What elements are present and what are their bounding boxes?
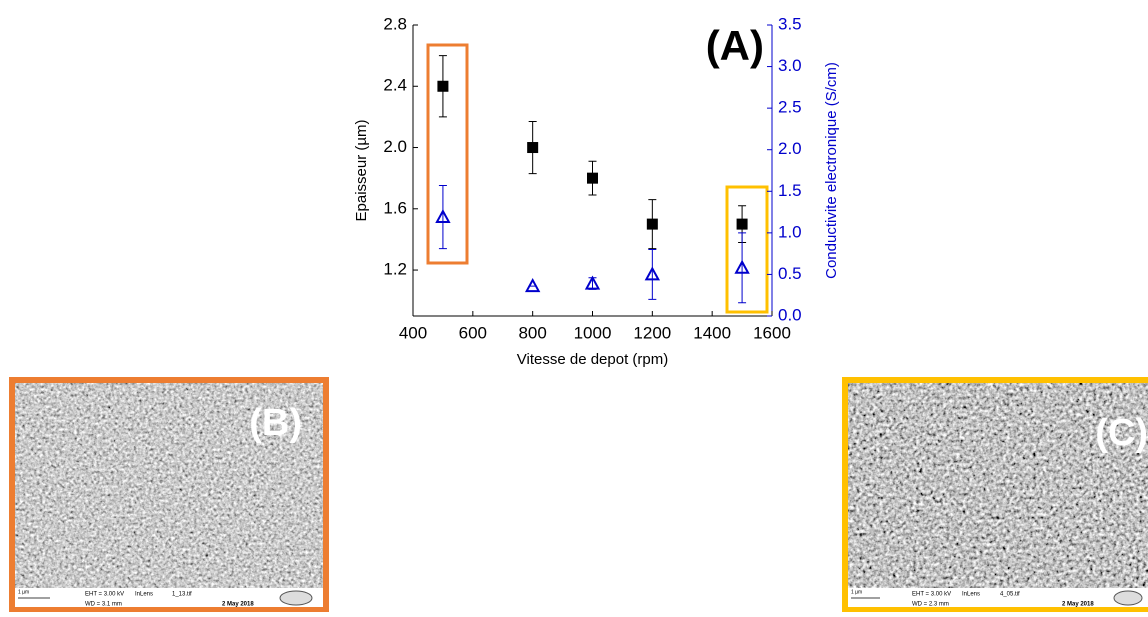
- marker: [587, 172, 598, 184]
- sem-info: 4_05.tif: [1000, 592, 1020, 598]
- x-axis-label: Vitesse de depot (rpm): [517, 351, 668, 368]
- y2-tick-label: 2.5: [778, 98, 802, 117]
- highlight-box: [725, 185, 769, 314]
- x-tick-label: 1600: [753, 323, 791, 342]
- logo: [1113, 590, 1143, 606]
- y-axis-label: Epaisseur (µm): [353, 119, 370, 221]
- y-tick-label: 2.4: [383, 76, 407, 95]
- panel-border: [842, 377, 1148, 613]
- marker: [435, 208, 451, 224]
- sem-info: InLens: [962, 592, 980, 598]
- marker: [524, 277, 541, 293]
- y2-tick-label: 1.5: [778, 181, 802, 200]
- scale-label: 1 µm: [851, 589, 862, 595]
- sem-panel: (B) 1 µm EHT = 3.00 kV WD = 3.1 mm InLen…: [9, 377, 329, 613]
- sem-info: 2 May 2018: [1062, 602, 1094, 608]
- y-tick-label: 2.0: [383, 137, 407, 156]
- sem-info: EHT = 3.00 kV: [85, 592, 124, 598]
- y2-tick-label: 3.5: [778, 14, 802, 33]
- sem-panel: (C) 1 µm EHT = 3.00 kV WD = 2.3 mm InLen…: [842, 377, 1148, 613]
- x-tick-label: 1000: [574, 323, 612, 342]
- panel-label: (C): [1095, 412, 1148, 454]
- marker: [437, 80, 449, 92]
- error-bar: [648, 248, 657, 300]
- sem-footer: [12, 588, 326, 610]
- panel-label: (B): [249, 402, 302, 444]
- sem-info: WD = 3.1 mm: [85, 602, 122, 608]
- y-tick-label: 1.6: [383, 198, 407, 217]
- sem-info: 2 May 2018: [222, 602, 254, 608]
- marker: [644, 266, 661, 281]
- highlight-box: [426, 43, 469, 265]
- y2-tick-label: 0.5: [778, 264, 802, 283]
- x-tick-label: 400: [399, 323, 427, 342]
- error-bar: [438, 184, 447, 250]
- sem-image: [12, 380, 326, 610]
- logo: [279, 590, 313, 606]
- y2-tick-label: 0.0: [778, 305, 802, 324]
- marker: [646, 218, 658, 230]
- marker: [736, 218, 748, 230]
- sem-info: InLens: [135, 592, 153, 598]
- sem-footer: [845, 588, 1148, 610]
- y2-tick-label: 1.0: [778, 222, 802, 241]
- y2-tick-label: 3.0: [778, 56, 802, 75]
- y2-axis-label: Conductivite electronique (S/cm): [823, 62, 840, 279]
- chart: 400 600 800 1000 1200 1400 1600 1.2 1.6 2.0 2.4 2.8…: [353, 14, 840, 367]
- x-tick-label: 1400: [693, 323, 731, 342]
- x-tick-label: 800: [518, 323, 546, 342]
- sem-info: WD = 2.3 mm: [912, 602, 949, 608]
- marker: [734, 259, 750, 274]
- y-tick-label: 2.8: [383, 14, 407, 33]
- sem-info: 1_13.tif: [172, 592, 192, 598]
- panel-border: [9, 377, 329, 613]
- marker: [527, 142, 539, 154]
- marker: [584, 275, 601, 290]
- sem-info: EHT = 3.00 kV: [912, 592, 951, 598]
- y2-tick-label: 2.0: [778, 139, 802, 158]
- y-tick-label: 1.2: [383, 260, 407, 279]
- annotation: (A): [706, 22, 764, 69]
- scale-label: 1 µm: [18, 589, 29, 595]
- error-bar: [738, 232, 747, 304]
- sem-image: [845, 380, 1148, 610]
- x-tick-label: 1200: [633, 323, 671, 342]
- x-tick-label: 600: [459, 323, 487, 342]
